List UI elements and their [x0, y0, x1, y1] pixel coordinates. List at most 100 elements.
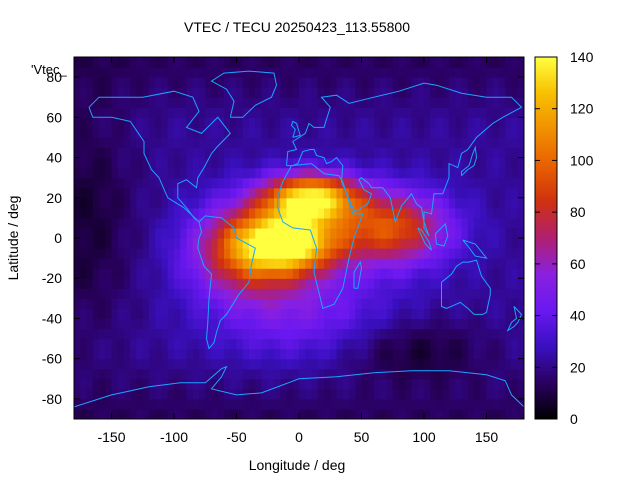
- heatmap-cell: [467, 197, 475, 209]
- heatmap-cell: [442, 298, 450, 309]
- heatmap-cell: [305, 288, 313, 299]
- heatmap-cell: [267, 238, 275, 249]
- heatmap-cell: [186, 97, 194, 108]
- heatmap-cell: [211, 328, 219, 340]
- heatmap-cell: [424, 77, 431, 88]
- heatmap-cell: [430, 127, 438, 139]
- heatmap-cell: [199, 187, 206, 199]
- heatmap-cell: [74, 77, 81, 88]
- heatmap-cell: [317, 87, 325, 98]
- heatmap-cell: [286, 227, 294, 239]
- heatmap-cell: [211, 177, 219, 189]
- heatmap-cell: [330, 278, 338, 289]
- heatmap-cell: [261, 398, 269, 410]
- heatmap-cell: [517, 348, 524, 360]
- heatmap-cell: [405, 328, 413, 340]
- heatmap-cell: [399, 77, 406, 88]
- heatmap-cell: [186, 167, 194, 179]
- coastline-north-america: [88, 90, 231, 223]
- heatmap-cell: [342, 217, 350, 229]
- heatmap-cell: [111, 137, 119, 149]
- heatmap-cell: [274, 318, 281, 330]
- heatmap-cell: [192, 197, 200, 209]
- heatmap-cell: [405, 197, 413, 209]
- heatmap-cell: [130, 97, 138, 108]
- coastlines: [74, 70, 524, 408]
- heatmap-cell: [130, 177, 138, 189]
- heatmap-cell: [274, 217, 281, 229]
- heatmap-cell: [449, 177, 456, 189]
- heatmap-cell: [480, 187, 488, 199]
- heatmap-cell: [305, 57, 313, 68]
- heatmap-cell: [455, 298, 463, 309]
- heatmap-cell: [92, 408, 100, 419]
- heatmap-cell: [161, 207, 169, 219]
- heatmap-cell: [136, 217, 144, 229]
- coastline-sumatra: [417, 227, 432, 251]
- heatmap-cell: [280, 177, 288, 189]
- heatmap-cell: [342, 117, 350, 128]
- heatmap-cell: [105, 127, 113, 139]
- heatmap-cell: [136, 97, 144, 108]
- heatmap-cell: [92, 398, 100, 410]
- heatmap-cell: [286, 248, 294, 259]
- heatmap-cell: [142, 87, 150, 98]
- heatmap-cell: [255, 368, 263, 380]
- heatmap-cell: [267, 197, 275, 209]
- heatmap-cell: [424, 258, 431, 269]
- heatmap-cell: [380, 177, 388, 189]
- heatmap-cell: [130, 117, 138, 128]
- heatmap-cell: [142, 278, 150, 289]
- heatmap-cell: [105, 107, 113, 118]
- heatmap-cell: [305, 207, 313, 219]
- heatmap-cell: [486, 127, 494, 139]
- heatmap-cell: [399, 278, 406, 289]
- heatmap-cell: [324, 398, 331, 410]
- heatmap-cell: [236, 348, 244, 360]
- heatmap-cell: [111, 117, 119, 128]
- heatmap-cell: [374, 298, 381, 309]
- heatmap-cell: [267, 288, 275, 299]
- heatmap-cell: [505, 147, 513, 159]
- heatmap-cell: [386, 97, 394, 108]
- heatmap-cell: [386, 57, 394, 68]
- heatmap-cell: [142, 368, 150, 380]
- heatmap-cell: [311, 358, 319, 370]
- heatmap-cell: [199, 87, 206, 98]
- heatmap-cell: [86, 258, 94, 269]
- heatmap-cell: [436, 57, 444, 68]
- heatmap-cell: [74, 117, 81, 128]
- heatmap-cell: [305, 137, 313, 149]
- heatmap-cell: [149, 268, 156, 279]
- heatmap-cell: [74, 348, 81, 360]
- heatmap-cell: [505, 368, 513, 380]
- heatmap-cell: [267, 97, 275, 108]
- heatmap-cell: [274, 268, 281, 279]
- heatmap-cell: [136, 147, 144, 159]
- heatmap-cell: [267, 167, 275, 179]
- heatmap-cell: [286, 197, 294, 209]
- heatmap-cell: [161, 328, 169, 340]
- heatmap-cell: [449, 328, 456, 340]
- heatmap-cell: [411, 227, 419, 239]
- heatmap-cell: [80, 107, 88, 118]
- heatmap-cell: [174, 217, 181, 229]
- heatmap-cell: [299, 227, 306, 239]
- heatmap-cell: [80, 258, 88, 269]
- heatmap-cell: [436, 217, 444, 229]
- x-tick-label: 150: [475, 429, 499, 445]
- heatmap-cell: [430, 378, 438, 390]
- heatmap-cell: [261, 147, 269, 159]
- heatmap-cell: [242, 268, 250, 279]
- heatmap-cell: [124, 278, 131, 289]
- heatmap-cell: [142, 227, 150, 239]
- heatmap-cell: [474, 157, 481, 169]
- heatmap-cell: [305, 187, 313, 199]
- heatmap-cell: [330, 117, 338, 128]
- heatmap-cell: [455, 167, 463, 179]
- heatmap-cell: [274, 368, 281, 380]
- heatmap-cell: [111, 288, 119, 299]
- heatmap-cell: [174, 268, 181, 279]
- heatmap-cell: [224, 127, 231, 139]
- heatmap-cell: [230, 197, 238, 209]
